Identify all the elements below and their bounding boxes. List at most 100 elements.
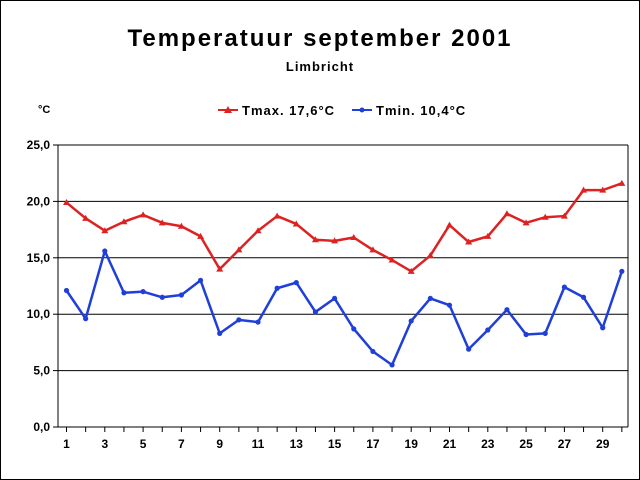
series-group xyxy=(63,179,626,368)
data-point xyxy=(466,346,472,352)
x-tick-label: 7 xyxy=(178,437,185,451)
data-point xyxy=(465,238,473,245)
x-tick-label: 21 xyxy=(443,437,457,451)
gridlines xyxy=(58,144,628,372)
x-tick-label: 9 xyxy=(216,437,223,451)
x-tick-label: 3 xyxy=(101,437,108,451)
series-line xyxy=(65,182,623,273)
data-point xyxy=(236,317,242,323)
data-point xyxy=(177,222,185,229)
data-point xyxy=(484,232,492,239)
data-point xyxy=(600,325,606,331)
data-point xyxy=(83,316,89,322)
data-point xyxy=(485,327,491,333)
x-tick-label: 19 xyxy=(405,437,419,451)
y-tick-label: 0,0 xyxy=(33,420,50,434)
legend-item-tmin: Tmin. 10,4°C xyxy=(352,103,466,118)
data-point xyxy=(580,294,587,300)
data-point xyxy=(197,277,204,283)
y-tick-label: 25,0 xyxy=(27,138,51,152)
x-tick-label: 15 xyxy=(328,437,342,451)
x-tick-label: 25 xyxy=(519,437,533,451)
data-point xyxy=(120,218,128,225)
x-tick-label: 11 xyxy=(252,437,265,451)
data-point xyxy=(63,287,70,294)
data-point xyxy=(618,179,626,186)
data-point xyxy=(82,214,90,221)
data-point xyxy=(503,210,511,217)
data-point xyxy=(121,290,127,296)
data-point xyxy=(580,186,588,193)
data-point xyxy=(255,319,261,325)
data-point xyxy=(331,237,339,244)
legend-item-tmax: Tmax. 17,6°C xyxy=(218,103,335,118)
series-line xyxy=(65,249,624,367)
data-point xyxy=(332,295,338,302)
data-point xyxy=(293,280,299,286)
data-point xyxy=(312,309,319,315)
data-point xyxy=(292,220,300,227)
legend-marker-triangle-icon xyxy=(224,106,232,113)
data-point xyxy=(63,199,70,206)
data-point xyxy=(541,213,549,220)
chart-subtitle: Limbricht xyxy=(286,59,354,74)
y-tick-label: 10,0 xyxy=(27,307,51,321)
data-point xyxy=(522,219,530,226)
legend-label-tmin: Tmin. 10,4°C xyxy=(376,103,466,118)
data-point xyxy=(101,227,109,234)
x-tick-label: 23 xyxy=(481,437,495,451)
axes xyxy=(57,145,629,428)
data-point xyxy=(274,285,280,291)
data-point xyxy=(178,292,184,298)
data-point xyxy=(197,232,205,239)
data-point xyxy=(158,219,166,226)
legend-marker-circle-icon xyxy=(359,107,365,113)
data-point xyxy=(216,265,224,272)
x-tick-label: 13 xyxy=(290,437,304,451)
data-point xyxy=(599,186,607,193)
data-point xyxy=(102,248,108,254)
y-axis-ticks: 0,0 5,0 10,0 15,0 20,0 25,0 xyxy=(27,138,58,434)
data-point xyxy=(542,330,548,336)
data-point xyxy=(619,268,625,274)
data-point xyxy=(561,284,568,290)
data-point xyxy=(217,330,223,336)
y-tick-label: 5,0 xyxy=(33,364,50,378)
data-point xyxy=(408,318,414,324)
data-point xyxy=(159,294,165,300)
series-tmin xyxy=(63,248,625,368)
x-tick-label: 5 xyxy=(140,437,147,451)
y-tick-label: 20,0 xyxy=(27,194,51,208)
data-point xyxy=(273,212,281,219)
data-point xyxy=(388,256,396,263)
data-point xyxy=(504,307,510,313)
data-point xyxy=(446,221,453,228)
y-axis-unit-label: °C xyxy=(38,104,50,116)
data-point xyxy=(140,289,146,295)
x-tick-label: 17 xyxy=(366,437,380,451)
data-point xyxy=(426,252,434,259)
y-tick-label: 15,0 xyxy=(27,251,51,265)
legend-label-tmax: Tmax. 17,6°C xyxy=(242,103,335,118)
data-point xyxy=(351,326,357,332)
data-point xyxy=(311,236,319,243)
data-point xyxy=(370,348,376,355)
data-point xyxy=(389,362,395,368)
chart-title: Temperatuur september 2001 xyxy=(127,25,512,52)
series-tmax xyxy=(63,179,626,274)
data-point xyxy=(523,331,529,338)
data-point xyxy=(446,302,453,308)
data-point xyxy=(139,211,147,218)
data-point xyxy=(369,246,377,253)
data-point xyxy=(560,212,568,219)
x-tick-label: 27 xyxy=(558,437,572,451)
data-point xyxy=(235,246,243,253)
x-axis-ticks: 1 3 5 7 9 11 13 15 17 19 21 23 25 27 29 xyxy=(63,427,623,451)
data-point xyxy=(254,227,262,234)
data-point xyxy=(350,233,358,240)
x-tick-label: 29 xyxy=(596,437,610,451)
data-point xyxy=(407,267,415,274)
legend: Tmax. 17,6°C Tmin. 10,4°C xyxy=(218,103,466,118)
x-tick-label: 1 xyxy=(63,437,70,451)
